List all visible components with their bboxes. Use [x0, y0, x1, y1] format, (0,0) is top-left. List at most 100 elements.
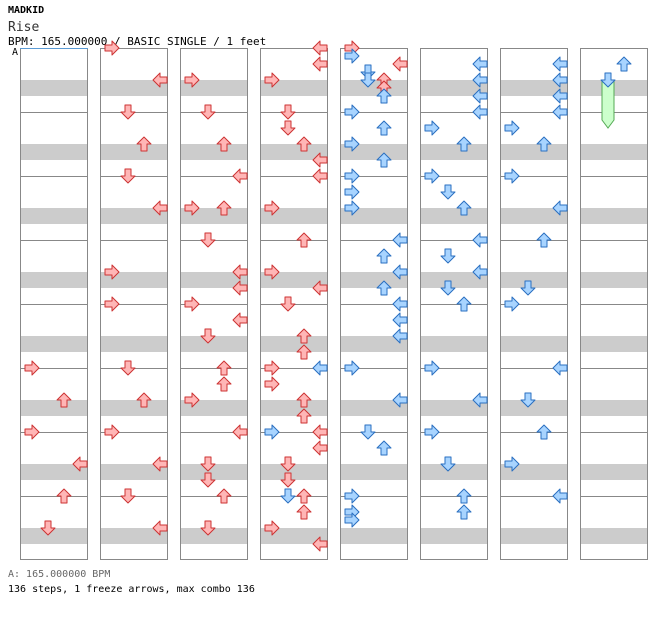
beat-stripe: [180, 144, 248, 160]
beat-stripe: [260, 208, 328, 224]
beat-stripe: [580, 336, 648, 352]
step-arrow-up-icon: [376, 152, 392, 168]
step-arrow-left-icon: [504, 168, 520, 184]
step-arrow-up-icon: [376, 280, 392, 296]
step-arrow-up-icon: [56, 392, 72, 408]
chart-column: [20, 48, 88, 560]
step-arrow-right-icon: [312, 424, 328, 440]
beat-stripe: [420, 208, 488, 224]
step-arrow-right-icon: [392, 264, 408, 280]
step-arrow-up-icon: [536, 232, 552, 248]
step-arrow-left-icon: [344, 104, 360, 120]
artist-name: MADKID: [8, 5, 45, 16]
beat-stripe: [420, 464, 488, 480]
step-arrow-down-icon: [200, 328, 216, 344]
step-arrow-up-icon: [536, 136, 552, 152]
step-arrow-right-icon: [312, 152, 328, 168]
step-arrow-down-icon: [280, 472, 296, 488]
beat-stripe: [100, 464, 168, 480]
step-arrow-up-icon: [56, 488, 72, 504]
beat-stripe: [180, 272, 248, 288]
beat-stripe: [180, 528, 248, 544]
beat-stripe: [420, 80, 488, 96]
step-arrow-left-icon: [184, 392, 200, 408]
step-arrow-left-icon: [264, 520, 280, 536]
beat-stripe: [180, 464, 248, 480]
step-arrow-down-icon: [120, 168, 136, 184]
beat-stripe: [340, 528, 408, 544]
step-arrow-right-icon: [392, 296, 408, 312]
beat-stripe: [500, 528, 568, 544]
beat-stripe: [340, 336, 408, 352]
beat-stripe: [100, 272, 168, 288]
step-arrow-up-icon: [296, 328, 312, 344]
step-arrow-left-icon: [264, 72, 280, 88]
beat-stripe: [580, 144, 648, 160]
step-arrow-up-icon: [616, 56, 632, 72]
chart-column: [580, 48, 648, 560]
step-arrow-right-icon: [152, 456, 168, 472]
step-arrow-right-icon: [552, 88, 568, 104]
step-arrow-up-icon: [296, 504, 312, 520]
step-arrow-left-icon: [504, 456, 520, 472]
step-arrow-left-icon: [344, 200, 360, 216]
beat-stripe: [580, 208, 648, 224]
song-title: Rise: [8, 20, 40, 35]
step-arrow-right-icon: [552, 360, 568, 376]
step-arrow-left-icon: [24, 424, 40, 440]
beat-stripe: [420, 272, 488, 288]
step-arrow-up-icon: [376, 440, 392, 456]
step-arrow-left-icon: [264, 200, 280, 216]
step-arrow-left-icon: [344, 48, 360, 64]
beat-stripe: [100, 528, 168, 544]
step-arrow-left-icon: [424, 168, 440, 184]
step-arrow-right-icon: [472, 232, 488, 248]
beat-stripe: [20, 400, 88, 416]
step-arrow-down-icon: [120, 104, 136, 120]
step-arrow-up-icon: [296, 136, 312, 152]
beat-stripe: [500, 208, 568, 224]
step-arrow-right-icon: [392, 232, 408, 248]
step-arrow-up-icon: [296, 344, 312, 360]
step-arrow-left-icon: [344, 512, 360, 528]
beat-stripe: [100, 208, 168, 224]
step-arrow-up-icon: [456, 136, 472, 152]
step-arrow-up-icon: [296, 232, 312, 248]
step-arrow-left-icon: [184, 200, 200, 216]
step-arrow-right-icon: [392, 328, 408, 344]
step-arrow-down-icon: [440, 280, 456, 296]
beat-stripe: [180, 80, 248, 96]
beat-stripe: [340, 464, 408, 480]
step-arrow-up-icon: [296, 408, 312, 424]
step-arrow-up-icon: [456, 488, 472, 504]
step-arrow-left-icon: [24, 360, 40, 376]
step-arrow-right-icon: [472, 56, 488, 72]
step-arrow-down-icon: [520, 280, 536, 296]
step-arrow-down-icon: [120, 360, 136, 376]
step-arrow-up-icon: [216, 360, 232, 376]
step-arrow-down-icon: [600, 72, 616, 88]
step-arrow-right-icon: [472, 88, 488, 104]
step-arrow-left-icon: [344, 136, 360, 152]
step-arrow-up-icon: [456, 504, 472, 520]
step-arrow-down-icon: [200, 456, 216, 472]
beat-stripe: [100, 336, 168, 352]
step-arrow-right-icon: [312, 360, 328, 376]
step-arrow-left-icon: [424, 360, 440, 376]
step-arrow-down-icon: [120, 488, 136, 504]
step-arrow-down-icon: [200, 232, 216, 248]
chart-summary: 136 steps, 1 freeze arrows, max combo 13…: [8, 584, 255, 595]
beat-stripe: [260, 272, 328, 288]
chart-column: [100, 48, 168, 560]
step-arrow-up-icon: [296, 488, 312, 504]
beat-stripe: [420, 336, 488, 352]
step-arrow-right-icon: [232, 264, 248, 280]
step-arrow-up-icon: [456, 200, 472, 216]
step-arrow-left-icon: [184, 296, 200, 312]
step-arrow-down-icon: [440, 184, 456, 200]
bpm-note: A: 165.000000 BPM: [8, 569, 111, 580]
beat-stripe: [100, 80, 168, 96]
step-arrow-down-icon: [440, 248, 456, 264]
step-arrow-left-icon: [504, 296, 520, 312]
